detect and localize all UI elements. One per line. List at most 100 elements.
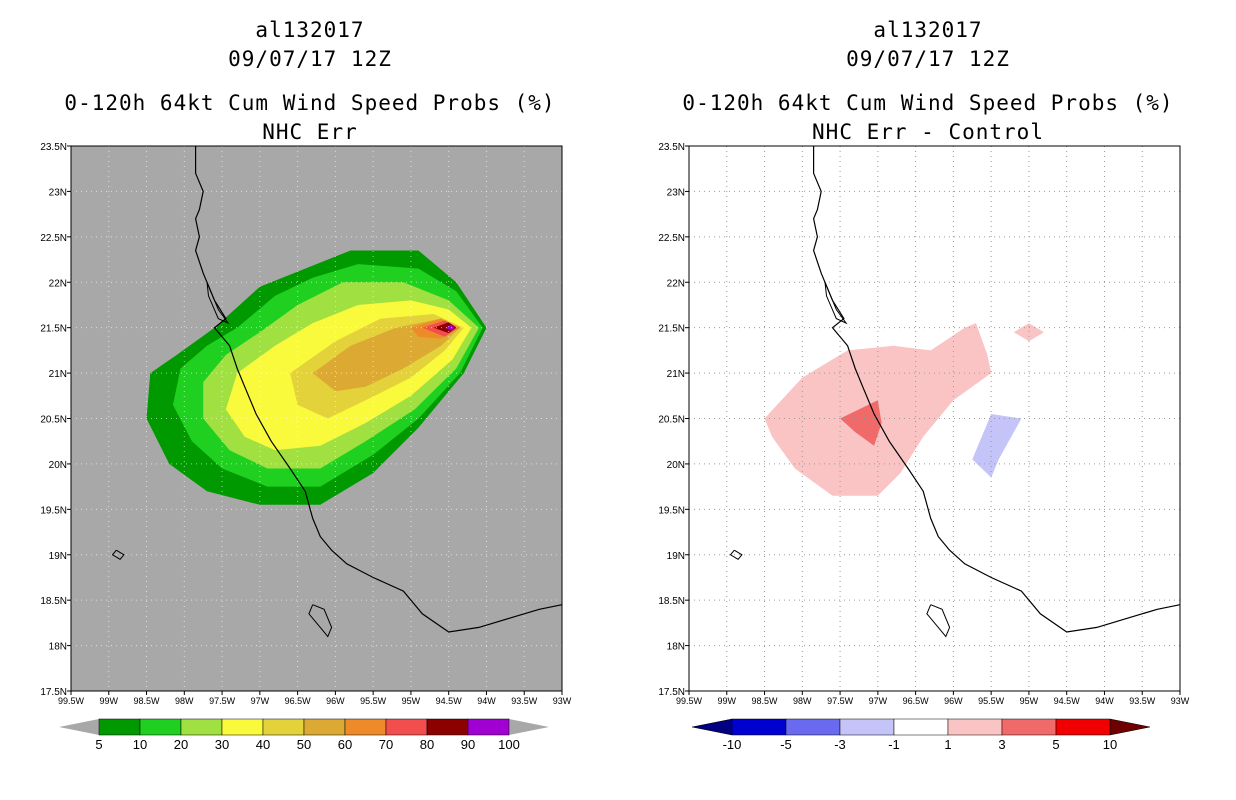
colorbar-segment (1001, 718, 1057, 736)
lat-label: 21N (667, 369, 685, 380)
colorbar-segment (467, 718, 510, 736)
lagoon (824, 282, 848, 325)
lat-label: 20.5N (658, 415, 685, 426)
lon-label: 96W (944, 696, 963, 706)
colorbar-arrow-high (1109, 718, 1151, 736)
colorbar-segment (262, 718, 305, 736)
lat-label: 17.5N (40, 687, 67, 698)
colorbar-segment (221, 718, 264, 736)
lake (308, 604, 333, 638)
contour-80 (433, 322, 457, 334)
right-gridlines (689, 146, 1180, 691)
lon-label: 94.5W (1054, 696, 1081, 706)
colorbar-label: 50 (297, 737, 311, 752)
colorbar-label: -1 (888, 737, 900, 752)
left-probability-map: 23.5N 23N 22.5N 22N 21.5N 21N 20.5N 20N 19.5N 19N… (40, 142, 572, 752)
lon-label: 93.5W (1129, 696, 1156, 706)
lat-label: 22.5N (40, 233, 67, 244)
left-lat-labels: 23.5N 23N 22.5N 22N 21.5N 21N 20.5N 20N 19.5N 19N… (40, 142, 71, 698)
lat-label: 23.5N (658, 142, 685, 153)
lagoon (206, 282, 230, 325)
lon-label: 94.5W (436, 696, 463, 706)
lat-label: 22N (49, 278, 67, 289)
left-storm-id: al132017 (255, 18, 365, 42)
right-colorbar: -10 -5 -3 -1 1 3 5 10 (691, 718, 1151, 752)
lon-label: 99.5W (676, 696, 703, 706)
diff-contour-2 (840, 400, 882, 446)
right-chart-subtitle: NHC Err - Control (812, 120, 1044, 144)
lat-label: 20N (667, 460, 685, 471)
colorbar-label: 3 (998, 737, 1005, 752)
diff-contour-1 (1013, 323, 1044, 342)
lat-label: 21.5N (40, 324, 67, 335)
coastline (812, 146, 1181, 633)
colorbar-label: 10 (133, 737, 147, 752)
lat-label: 18N (667, 642, 685, 653)
lat-label: 17.5N (658, 687, 685, 698)
lat-label: 21N (49, 369, 67, 380)
left-probability-contours (146, 250, 487, 505)
colorbar-segment (303, 718, 346, 736)
lon-label: 93.5W (511, 696, 538, 706)
right-difference-map: 23.5N 23N 22.5N 22N 21.5N 21N 20.5N 20N 19.5N 19N… (658, 142, 1190, 752)
colorbar-label: 70 (379, 737, 393, 752)
left-date: 09/07/17 12Z (228, 47, 392, 71)
colorbar-arrow-low (691, 718, 733, 736)
lat-label: 23N (49, 187, 67, 198)
colorbar-segment (180, 718, 223, 736)
left-coastline (111, 146, 563, 638)
lon-label: 98W (793, 696, 812, 706)
lon-label: 97.5W (827, 696, 854, 706)
right-coastline (729, 146, 1181, 638)
lat-label: 19.5N (40, 505, 67, 516)
lon-label: 97.5W (209, 696, 236, 706)
lon-label: 96.5W (903, 696, 930, 706)
lat-label: 23.5N (40, 142, 67, 153)
lat-label: 20N (49, 460, 67, 471)
colorbar-label: -10 (723, 737, 742, 752)
lon-label: 94W (1095, 696, 1114, 706)
colorbar-label: 10 (1103, 737, 1117, 752)
island (729, 549, 743, 560)
island (111, 549, 125, 560)
colorbar-segment (893, 718, 949, 736)
lon-label: 98W (175, 696, 194, 706)
left-colorbar: 5 10 20 30 40 50 60 70 80 90 100 (59, 718, 549, 752)
colorbar-arrow-high (509, 719, 549, 735)
lat-label: 19N (49, 551, 67, 562)
lon-label: 98.5W (134, 696, 161, 706)
colorbar-label: 100 (498, 737, 520, 752)
colorbar-label: -3 (834, 737, 846, 752)
lat-label: 18N (49, 642, 67, 653)
lon-label: 95W (402, 696, 421, 706)
coastline (194, 146, 563, 633)
right-chart-title: 0-120h 64kt Cum Wind Speed Probs (%) (682, 91, 1174, 115)
lon-label: 99.5W (58, 696, 85, 706)
colorbar-label: 40 (256, 737, 270, 752)
left-gridlines (71, 146, 562, 691)
colorbar-label: 90 (461, 737, 475, 752)
colorbar-label: 60 (338, 737, 352, 752)
colorbar-label: 5 (95, 737, 102, 752)
colorbar-arrow-low (59, 719, 99, 735)
colorbar-label: 30 (215, 737, 229, 752)
left-chart-subtitle: NHC Err (262, 120, 358, 144)
lat-label: 19N (667, 551, 685, 562)
lon-label: 98.5W (752, 696, 779, 706)
colorbar-segment (839, 718, 895, 736)
colorbar-label: 5 (1052, 737, 1059, 752)
lat-label: 20.5N (40, 415, 67, 426)
lat-label: 19.5N (658, 505, 685, 516)
lat-label: 18.5N (40, 596, 67, 607)
right-date: 09/07/17 12Z (846, 47, 1010, 71)
lon-label: 99W (100, 696, 119, 706)
colorbar-segment (426, 718, 469, 736)
lat-label: 22.5N (658, 233, 685, 244)
lat-label: 23N (667, 187, 685, 198)
lon-label: 95W (1020, 696, 1039, 706)
lat-label: 18.5N (658, 596, 685, 607)
colorbar-segment (139, 718, 182, 736)
lon-label: 93W (1171, 696, 1190, 706)
lon-label: 96W (326, 696, 345, 706)
left-lon-labels: 99.5W 99W 98.5W 98W 97.5W 97W 96.5W 96W 95.5W 95W… (58, 691, 572, 706)
